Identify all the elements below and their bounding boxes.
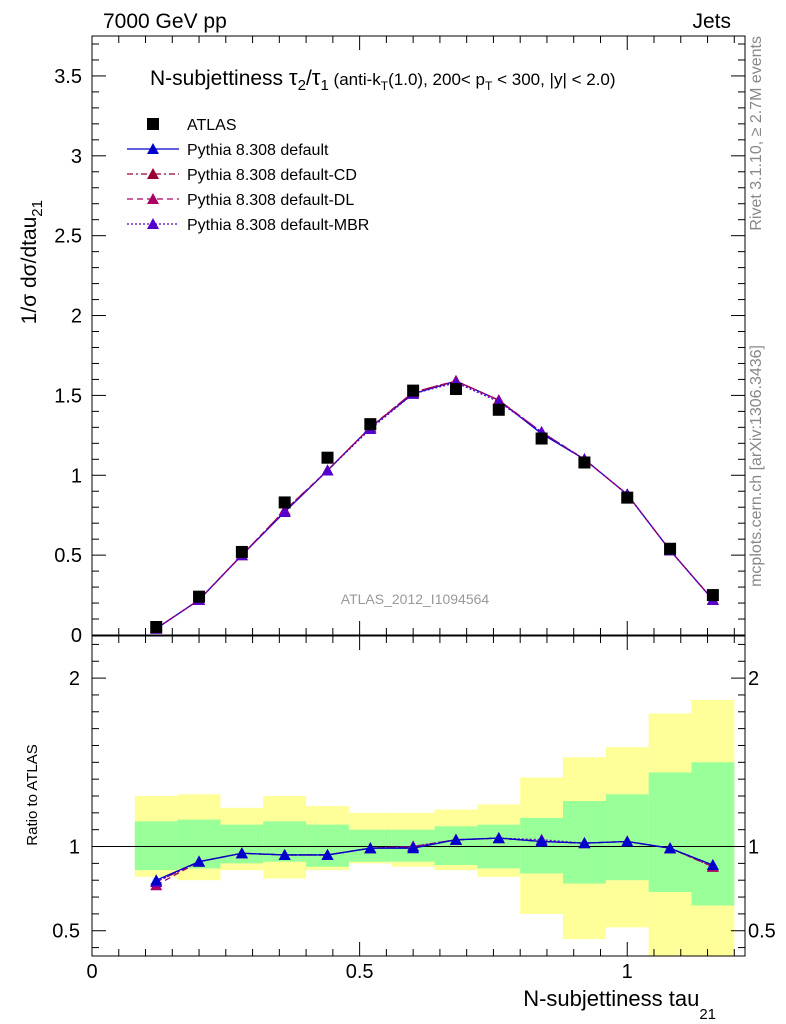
- main-y-axis-label: 1/σ dσ/dtau21: [18, 200, 46, 324]
- atlas-data-point: [621, 491, 634, 504]
- legend-label: Pythia 8.308 default-DL: [187, 192, 354, 209]
- y-tick-label: 2: [71, 306, 82, 328]
- main-title: N-subjettiness τ2/τ1 (anti-kT(1.0), 200<…: [150, 65, 616, 94]
- y-tick-label: 3.5: [54, 66, 82, 88]
- atlas-data-point: [492, 403, 505, 416]
- ratio-marker-solid: [535, 835, 548, 847]
- ratio-marker-solid: [578, 837, 591, 849]
- legend: ATLAS Pythia 8.308 default Pythia 8.308 de…: [127, 117, 369, 234]
- ratio-y-axis-label: Ratio to ATLAS: [24, 744, 41, 845]
- ratio-y-tick-label-right: 2: [748, 668, 759, 690]
- uncertainty-band-inner: [134, 821, 178, 871]
- legend-marker: [147, 193, 159, 204]
- ratio-marker-solid: [364, 842, 377, 854]
- y-tick-label: 1: [71, 465, 82, 487]
- x-axis-label: N-subjettiness tau21: [523, 986, 716, 1023]
- legend-label: Pythia 8.308 default: [187, 142, 329, 159]
- ratio-marker-solid: [278, 848, 291, 860]
- legend-marker: [147, 168, 159, 179]
- atlas-data-point: [535, 432, 548, 445]
- legend-marker: [147, 218, 159, 229]
- atlas-data-point: [321, 451, 334, 464]
- atlas-data-point: [578, 456, 591, 469]
- legend-label: Pythia 8.308 default-CD: [187, 167, 357, 184]
- ratio-y-tick-label: 0.5: [52, 921, 80, 943]
- ratio-marker-solid: [492, 832, 505, 844]
- x-tick-label: 1: [622, 961, 633, 983]
- y-tick-label: 3: [71, 146, 82, 168]
- atlas-data-point: [278, 496, 291, 509]
- series-marker-dotted: [278, 506, 291, 518]
- main-plot-frame: [91, 35, 746, 636]
- ratio-y-tick-label: 1: [69, 837, 80, 859]
- ratio-y-tick-label: 2: [69, 668, 80, 690]
- watermark-label: ATLAS_2012_I1094564: [341, 591, 490, 607]
- ratio-line-dotted: [155, 837, 714, 883]
- atlas-data-point: [407, 384, 420, 397]
- atlas-data-point: [364, 418, 377, 431]
- ratio-marker-solid: [449, 833, 462, 845]
- legend-marker-atlas: [147, 118, 159, 130]
- x-tick-label: 0.5: [346, 961, 374, 983]
- atlas-data-point: [449, 383, 462, 396]
- x-tick-label: 0: [86, 961, 97, 983]
- uncertainty-band-inner: [434, 826, 478, 866]
- ratio-marker-solid: [321, 848, 334, 860]
- atlas-data-point: [193, 590, 206, 603]
- header-left: 7000 GeV pp: [103, 10, 227, 33]
- main-panel: 0 0.5 1 1.5 2 2.5 3 3.5: [54, 35, 746, 647]
- ratio-y-tick-label-right: 1: [748, 837, 759, 859]
- legend-label: Pythia 8.308 default-MBR: [187, 217, 369, 234]
- ratio-marker-solid: [664, 842, 677, 854]
- rivet-label: Rivet 3.1.10, ≥ 2.7M events: [748, 36, 765, 231]
- ratio-marker-solid: [150, 874, 163, 886]
- y-tick-label: 2.5: [54, 226, 82, 248]
- atlas-data-point: [235, 545, 248, 558]
- ratio-marker-solid: [706, 859, 719, 871]
- ratio-marker-solid: [407, 842, 420, 854]
- header-right: Jets: [692, 10, 731, 33]
- uncertainty-band-inner: [691, 762, 735, 906]
- atlas-data-point: [664, 542, 677, 555]
- ratio-y-tick-label-right: 0.5: [748, 921, 776, 943]
- y-tick-label: 0.5: [54, 545, 82, 567]
- ratio-marker-solid: [621, 835, 634, 847]
- mcplots-label: mcplots.cern.ch [arXiv:1306.3436]: [748, 345, 765, 587]
- ratio-marker-solid: [193, 855, 206, 867]
- atlas-data-point: [150, 621, 163, 634]
- legend-marker: [147, 143, 159, 154]
- legend-label: ATLAS: [187, 117, 237, 134]
- uncertainty-band-inner: [648, 772, 692, 892]
- ratio-line-solid: [155, 837, 714, 881]
- y-tick-label: 0: [71, 625, 82, 647]
- atlas-data-point: [706, 589, 719, 602]
- series-marker-dotted: [321, 464, 334, 476]
- uncertainty-band-inner: [306, 824, 349, 867]
- ratio-marker-solid: [235, 847, 248, 859]
- y-tick-label: 1.5: [54, 385, 82, 407]
- series-line-dotted: [155, 381, 714, 630]
- ratio-panel: 0.5 0.5 1 1 2 2 0 0.5 1: [52, 635, 776, 983]
